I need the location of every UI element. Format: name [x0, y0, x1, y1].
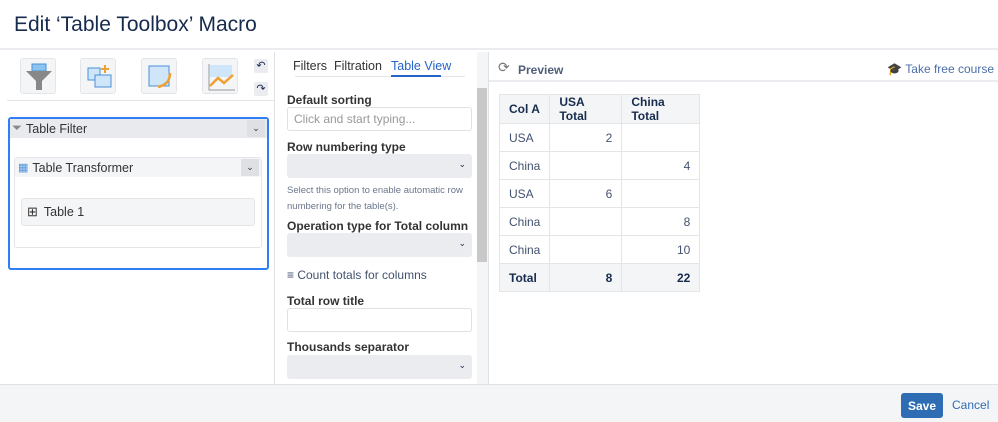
cell — [621, 123, 701, 152]
table-transformer-node[interactable]: ▦ Table Transformer ⌄ ⊞ Table 1 — [14, 157, 262, 248]
dialog-title: Edit ‘Table Toolbox’ Macro — [14, 13, 257, 36]
table-row: China 10 — [498, 235, 701, 264]
cell: Total — [498, 263, 551, 292]
count-totals-link[interactable]: ≡ Count totals for columns — [287, 268, 427, 282]
default-sorting-input[interactable]: Click and start typing... — [287, 107, 472, 131]
column-header: China Total — [621, 94, 701, 124]
chart-from-table-icon — [208, 64, 235, 91]
cell: China — [498, 235, 551, 264]
undo-icon: ↶ — [256, 60, 266, 72]
column-header: Col A — [498, 94, 551, 124]
preview-table: Col A USA Total China Total USA 2 China 4 … — [498, 94, 701, 292]
table-1-label: Table 1 — [43, 205, 85, 219]
cell: 6 — [549, 179, 623, 208]
chevron-down-icon[interactable]: ⌄ — [241, 159, 259, 176]
table-filter-label: Table Filter — [26, 121, 88, 136]
total-row-title-input[interactable] — [287, 308, 472, 332]
cancel-button[interactable]: Cancel — [952, 398, 990, 412]
tab-table-view[interactable]: Table View — [391, 59, 452, 73]
active-tab-indicator — [391, 75, 441, 77]
take-free-course-link[interactable]: 🎓 Take free course — [887, 62, 994, 76]
thousands-separator-select[interactable]: ⌄ — [287, 355, 472, 379]
row-numbering-label: Row numbering type — [287, 140, 406, 154]
preview-panel: ⟳ Preview 🎓 Take free course Col A USA T… — [488, 52, 998, 384]
table-filter-node[interactable]: ⏷ Table Filter ⌄ ▦ Table Transformer ⌄ ⊞… — [8, 117, 269, 270]
preview-title: Preview — [518, 63, 564, 77]
cell — [549, 235, 623, 264]
table-spreadsheet-icon — [148, 65, 172, 89]
cell: 4 — [621, 151, 701, 180]
chart-from-table-tool[interactable] — [202, 58, 238, 94]
chevron-down-icon: ⌄ — [458, 360, 466, 370]
settings-panel: Filters Filtration Table View Default so… — [275, 52, 488, 384]
macro-tree-panel: ↶ ↷ ⏷ Table Filter ⌄ ▦ Table Transformer… — [0, 52, 275, 384]
dialog-footer — [0, 384, 998, 422]
graduation-cap-icon: 🎓 — [887, 62, 903, 76]
table-1-node[interactable]: ⊞ Table 1 — [21, 198, 255, 226]
count-totals-label: Count totals for columns — [297, 268, 427, 282]
divider — [7, 100, 275, 101]
cell — [621, 179, 701, 208]
cell: 10 — [621, 235, 701, 264]
table-row: USA 2 — [498, 123, 701, 152]
table-filter-icon — [26, 63, 52, 90]
dialog-header: Edit ‘Table Toolbox’ Macro — [0, 0, 998, 50]
redo-icon: ↷ — [256, 83, 266, 95]
cell: China — [498, 207, 551, 236]
operation-type-label: Operation type for Total column — [287, 219, 469, 233]
table-transformer-label: Table Transformer — [32, 160, 134, 175]
cell: China — [498, 151, 551, 180]
chevron-down-icon[interactable]: ⌄ — [247, 120, 265, 137]
cell: 22 — [621, 263, 701, 292]
cell — [549, 207, 623, 236]
chevron-down-icon: ⌄ — [458, 159, 466, 169]
cell: 8 — [549, 263, 623, 292]
row-numbering-select[interactable]: ⌄ — [287, 154, 472, 178]
column-header: USA Total — [549, 94, 623, 124]
cell — [549, 151, 623, 180]
tab-filtration[interactable]: Filtration — [334, 59, 382, 73]
table-spreadsheet-tool[interactable] — [141, 58, 177, 94]
undo-button[interactable]: ↶ — [254, 59, 268, 73]
course-link-label: Take free course — [905, 62, 994, 76]
operation-type-select[interactable]: ⌄ — [287, 233, 472, 257]
default-sorting-label: Default sorting — [287, 93, 372, 107]
cell: USA — [498, 123, 551, 152]
funnel-icon: ⏷ — [12, 121, 23, 135]
table-header-row: Col A USA Total China Total — [498, 94, 701, 124]
cell: 8 — [621, 207, 701, 236]
menu-icon: ≡ — [287, 268, 298, 282]
cell: USA — [498, 179, 551, 208]
table-grid-icon: ⊞ — [27, 204, 38, 219]
scrollbar-thumb[interactable] — [477, 88, 487, 262]
chevron-down-icon: ⌄ — [458, 238, 466, 248]
thousands-separator-label: Thousands separator — [287, 340, 410, 354]
total-row-title-label: Total row title — [287, 294, 365, 308]
save-button[interactable]: Save — [901, 393, 943, 418]
table-transformer-icon — [87, 65, 112, 88]
table-row: China 4 — [498, 151, 701, 180]
table-filter-tool[interactable] — [20, 58, 56, 94]
cell: 2 — [549, 123, 623, 152]
total-row: Total 8 22 — [498, 263, 701, 292]
redo-button[interactable]: ↷ — [254, 82, 268, 96]
table-row: USA 6 — [498, 179, 701, 208]
table-transformer-icon: ▦ — [18, 162, 29, 174]
preview-header: ⟳ Preview 🎓 Take free course — [489, 52, 998, 82]
table-filter-header[interactable]: ⏷ Table Filter ⌄ — [10, 119, 267, 138]
row-numbering-help: Select this option to enable automatic r… — [287, 185, 463, 212]
refresh-icon[interactable]: ⟳ — [498, 59, 510, 75]
tab-filters[interactable]: Filters — [293, 59, 328, 73]
table-row: China 8 — [498, 207, 701, 236]
tabs-divider — [295, 76, 465, 77]
table-transformer-tool[interactable] — [80, 58, 116, 94]
table-transformer-header[interactable]: ▦ Table Transformer ⌄ — [15, 158, 261, 177]
